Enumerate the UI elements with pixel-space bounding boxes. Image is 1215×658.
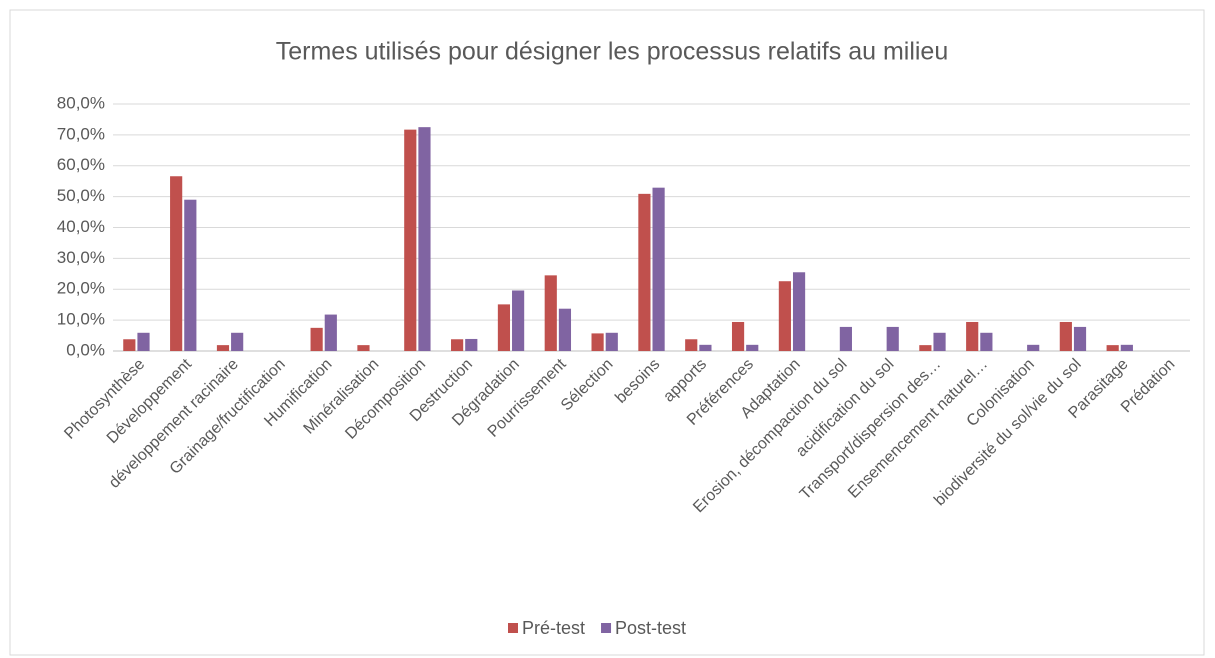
bar <box>465 338 478 351</box>
bar <box>1027 344 1040 351</box>
bar <box>699 344 712 351</box>
bar <box>685 339 698 351</box>
bar <box>137 332 150 351</box>
y-tick-label: 10,0% <box>57 310 105 329</box>
bar <box>980 332 993 351</box>
bar <box>558 308 572 351</box>
legend-label: Pré-test <box>522 618 585 638</box>
bar <box>310 327 323 351</box>
y-tick-label: 40,0% <box>57 217 105 236</box>
bar <box>919 345 932 351</box>
y-tick-label: 80,0% <box>57 93 105 112</box>
bar <box>746 344 759 351</box>
bar <box>544 275 557 351</box>
bar <box>512 290 525 351</box>
bar <box>1073 326 1087 351</box>
y-tick-label: 50,0% <box>57 186 105 205</box>
legend-swatch <box>508 623 518 633</box>
bar <box>324 314 337 351</box>
y-tick-label: 70,0% <box>57 124 105 143</box>
legend-swatch <box>601 623 612 633</box>
bar <box>170 176 183 351</box>
bar <box>652 187 665 351</box>
bar <box>778 281 791 351</box>
bar <box>451 339 464 351</box>
bar <box>216 345 230 351</box>
bar <box>1106 345 1119 351</box>
y-tick-label: 0,0% <box>66 340 105 359</box>
bar <box>792 272 806 351</box>
y-tick-label: 30,0% <box>57 248 105 267</box>
bar <box>839 326 852 351</box>
y-tick-label: 60,0% <box>57 155 105 174</box>
bar <box>605 332 618 351</box>
bar <box>123 339 136 351</box>
chart-title: Termes utilisés pour désigner les proces… <box>276 38 949 66</box>
y-tick-label: 20,0% <box>57 279 105 298</box>
bar <box>418 127 431 351</box>
bar <box>933 332 946 351</box>
bar <box>731 321 745 351</box>
legend-label: Post-test <box>615 618 686 638</box>
chart-border <box>9 9 1205 656</box>
bar <box>184 199 197 351</box>
bar <box>1120 344 1133 351</box>
bar <box>886 326 899 351</box>
bar <box>231 332 244 351</box>
bar <box>1059 321 1072 351</box>
bar <box>591 333 604 351</box>
bar <box>966 321 979 351</box>
bar <box>357 345 370 351</box>
bar <box>404 129 417 351</box>
bar <box>497 304 511 351</box>
bar <box>638 193 651 351</box>
